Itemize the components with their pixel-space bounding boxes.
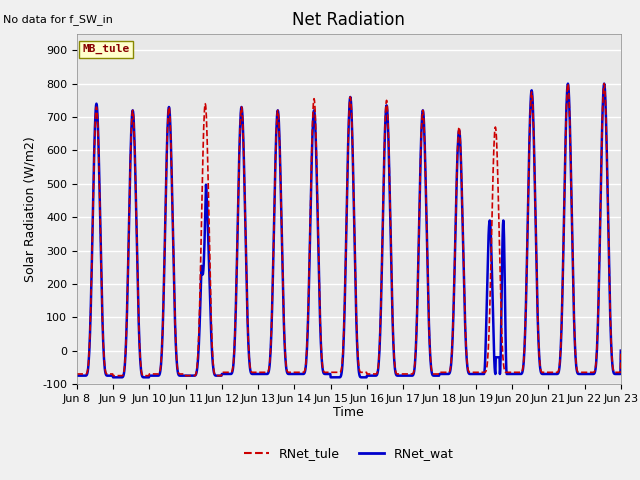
RNet_wat	[287, 371, 294, 377]
Text: MB_tule: MB_tule	[82, 44, 129, 54]
RNet_wat	[433, 373, 440, 379]
Legend: RNet_tule, RNet_wat: RNet_tule, RNet_wat	[239, 443, 459, 465]
RNet_tule	[617, 348, 625, 353]
RNet_wat	[617, 348, 625, 353]
RNet_tule	[73, 371, 81, 377]
RNet_tule	[570, 281, 577, 287]
Title: Net Radiation: Net Radiation	[292, 11, 405, 29]
RNet_tule	[300, 369, 308, 375]
RNet_tule	[109, 373, 117, 379]
Text: No data for f_SW_in: No data for f_SW_in	[3, 14, 113, 25]
RNet_tule	[433, 371, 440, 377]
RNet_wat	[570, 283, 577, 288]
RNet_wat	[109, 374, 117, 380]
Line: RNet_wat: RNet_wat	[77, 84, 621, 377]
RNet_tule	[193, 361, 201, 367]
RNet_wat	[564, 81, 572, 86]
RNet_wat	[193, 364, 201, 370]
RNet_tule	[564, 81, 572, 86]
RNet_wat	[522, 300, 530, 306]
RNet_tule	[287, 370, 294, 375]
Y-axis label: Solar Radiation (W/m2): Solar Radiation (W/m2)	[24, 136, 36, 282]
RNet_tule	[522, 300, 530, 305]
Line: RNet_tule: RNet_tule	[77, 84, 621, 376]
RNet_wat	[300, 371, 308, 377]
RNet_wat	[73, 373, 81, 379]
X-axis label: Time: Time	[333, 407, 364, 420]
